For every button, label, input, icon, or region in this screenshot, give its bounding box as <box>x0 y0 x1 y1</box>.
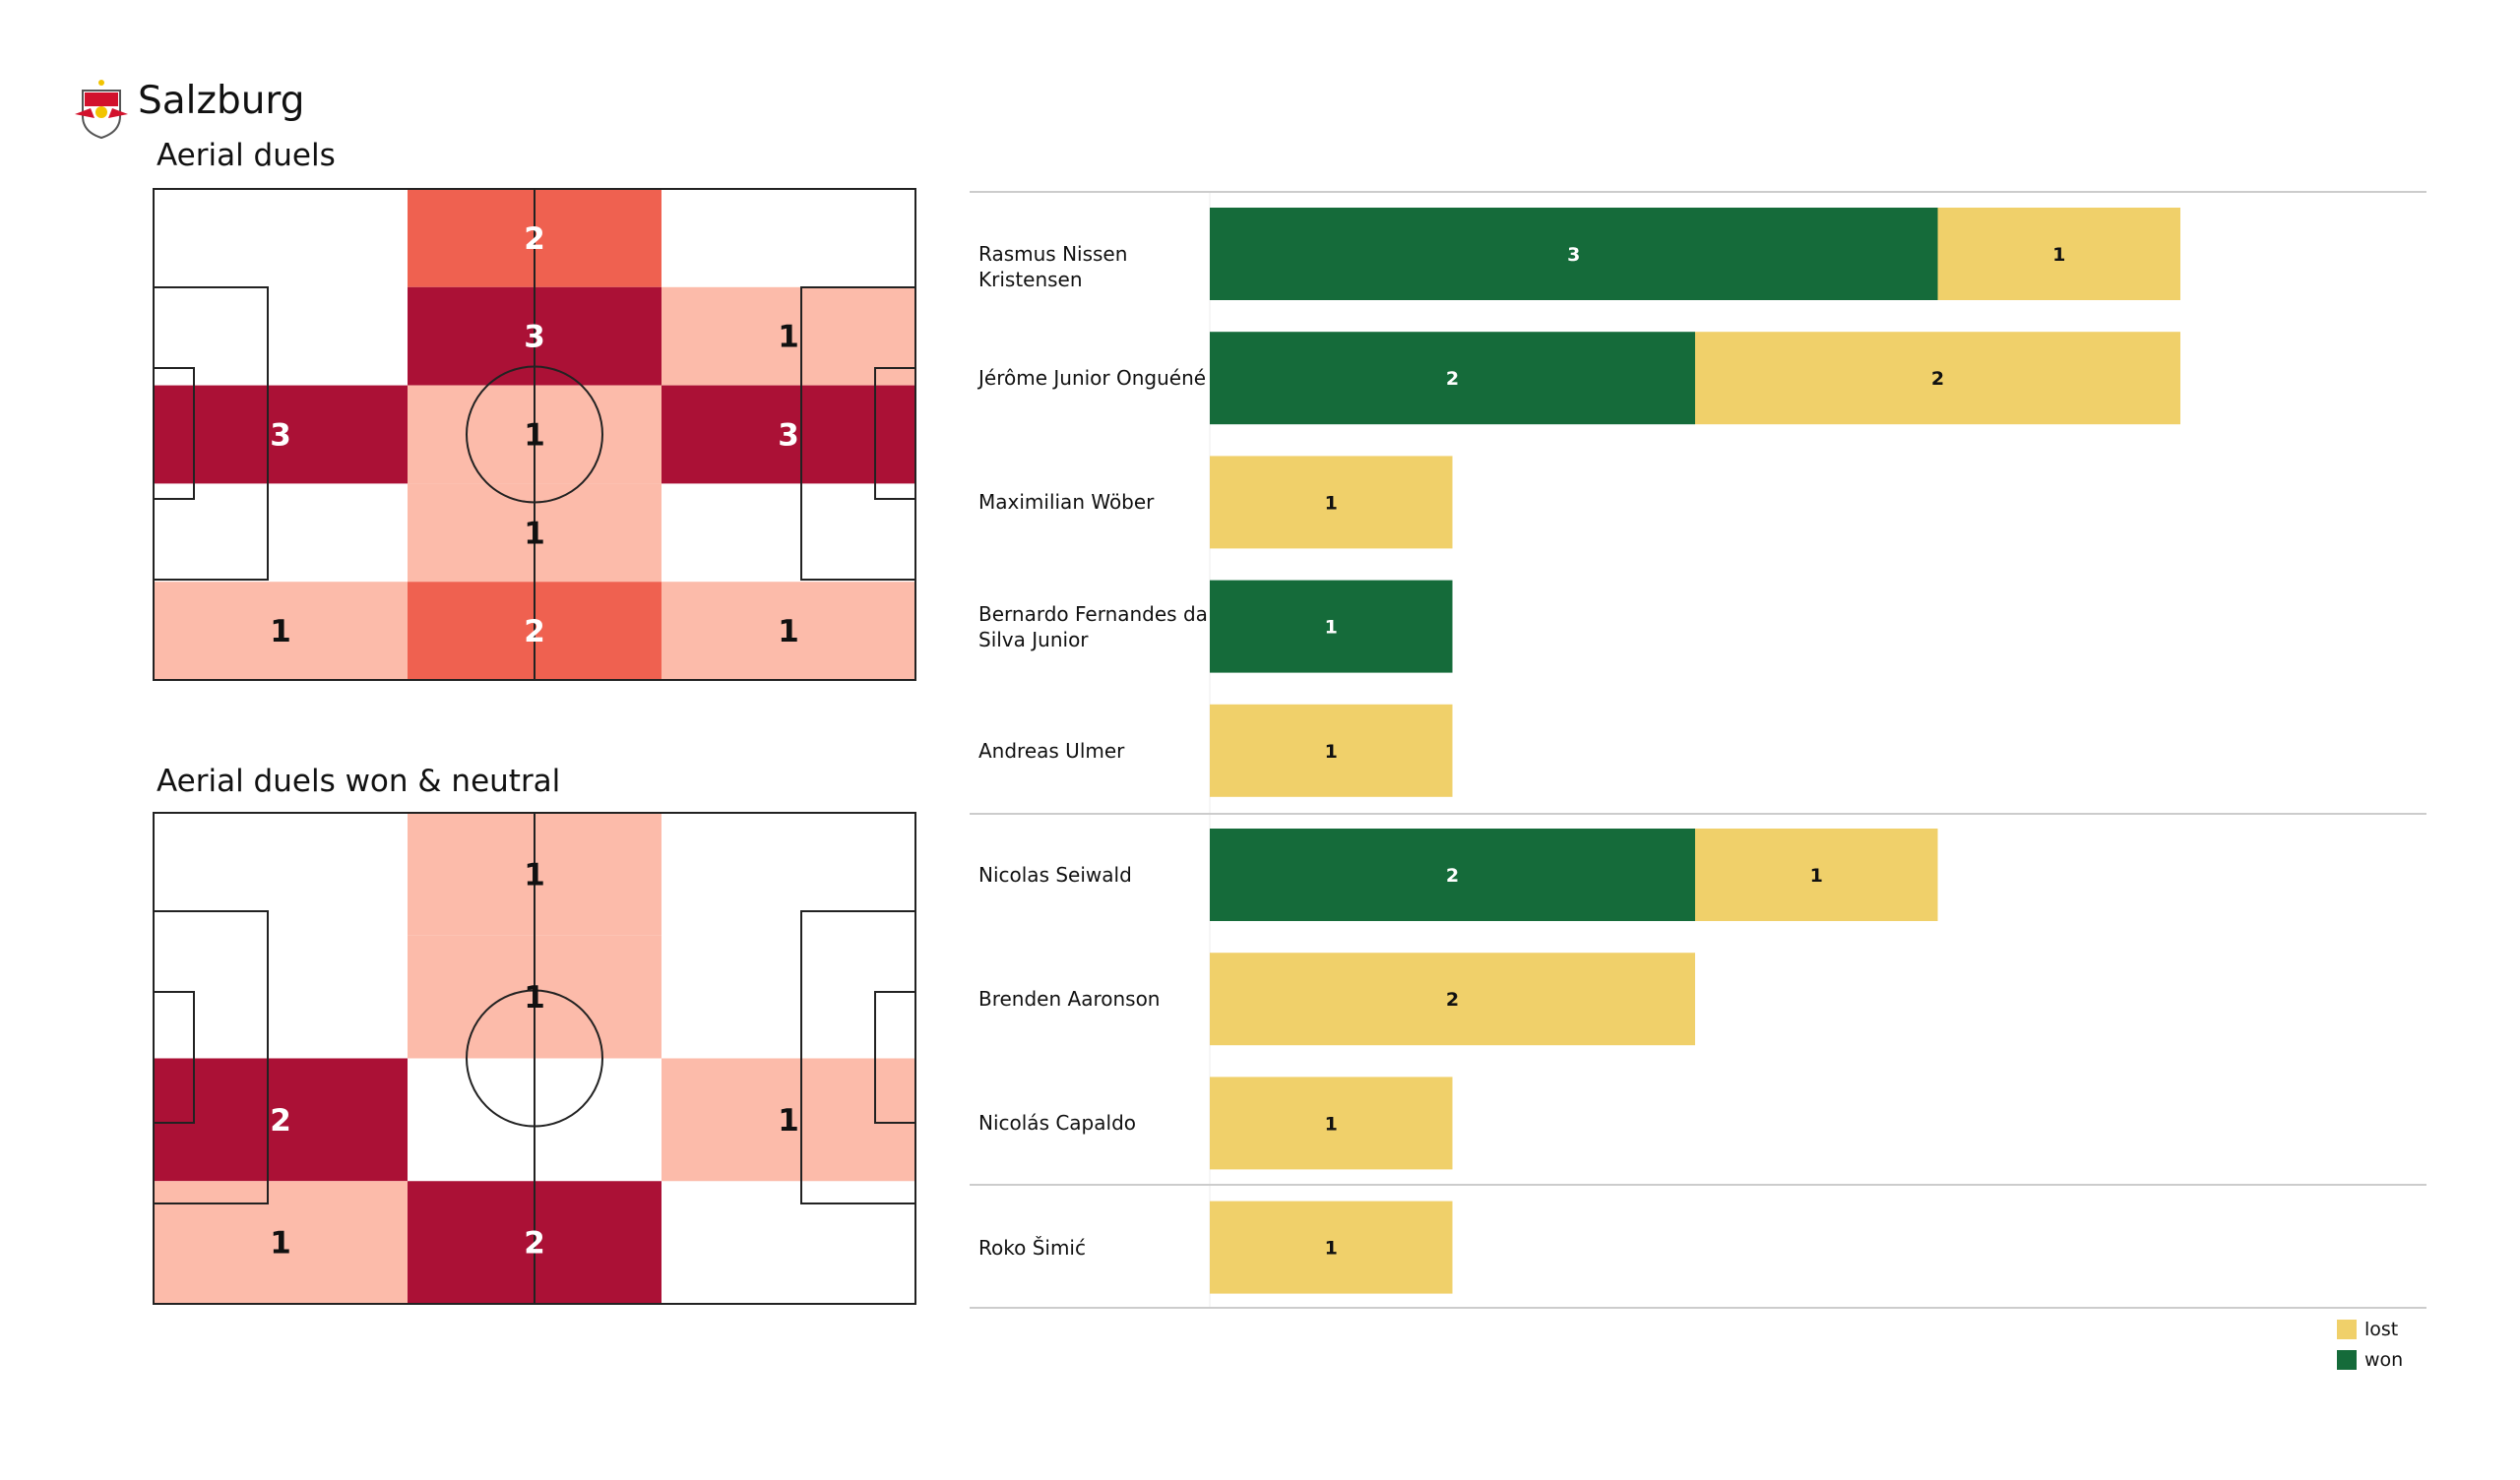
legend-lost: lost <box>2337 1319 2398 1340</box>
bar-won-value: 2 <box>1446 865 1459 887</box>
player-name-label: Rasmus Nissen Kristensen <box>978 242 1128 291</box>
player-name-label: Nicolás Capaldo <box>978 1111 1136 1136</box>
player-name-label: Andreas Ulmer <box>978 738 1125 763</box>
heatmap-cell <box>154 385 408 484</box>
heatmap-cell <box>662 385 915 484</box>
legend-lost-swatch <box>2337 1320 2357 1339</box>
bar-lost-value: 1 <box>1325 492 1338 514</box>
heatmap-cell-value: 1 <box>270 1226 291 1262</box>
heatmap-cell <box>154 1181 408 1304</box>
player-name-label: Maximilian Wöber <box>978 490 1155 515</box>
heatmap-cell <box>154 1058 408 1182</box>
heatmap-cell-value: 3 <box>778 418 799 454</box>
bar-lost <box>1210 1077 1453 1170</box>
heatmap-cell-value: 1 <box>524 418 545 454</box>
heatmap-cell-value: 3 <box>270 418 291 454</box>
bar-won-value: 3 <box>1567 244 1580 266</box>
bar-lost-value: 2 <box>1446 989 1459 1011</box>
bar-won-value: 1 <box>1325 617 1338 639</box>
bar-won <box>1210 829 1695 921</box>
bar-lost <box>1210 953 1695 1046</box>
bar-lost <box>1937 208 2180 300</box>
heatmap-cell-value: 1 <box>524 857 545 893</box>
bar-lost <box>1210 1201 1453 1294</box>
heatmap-cell-value: 1 <box>778 320 799 355</box>
heatmap-cell-value: 1 <box>778 614 799 649</box>
heatmap-cell <box>662 286 915 386</box>
legend-won-swatch <box>2337 1350 2357 1370</box>
player-name-label: Nicolas Seiwald <box>978 863 1132 887</box>
bar-lost-value: 1 <box>1325 1113 1338 1135</box>
heatmap-cell <box>662 1058 915 1182</box>
heatmap-cell-value: 1 <box>778 1103 799 1139</box>
player-name-label: Jérôme Junior Onguéné <box>978 366 1207 391</box>
pitch-heatmap-aerial-duels: 2 3 1 3 1 3 1 1 2 1 <box>153 188 916 681</box>
player-name-label: Bernardo Fernandes da Silva Junior <box>978 601 1208 651</box>
bar-won <box>1210 332 1695 425</box>
legend-lost-label: lost <box>2364 1319 2399 1340</box>
heatmap-cell-value: 2 <box>524 1226 545 1262</box>
bar-lost <box>1695 829 1938 921</box>
pitch-heatmap-aerial-duels-won-neutral: 1 1 2 1 1 2 <box>153 812 916 1305</box>
heatmap-cell-value: 1 <box>524 980 545 1016</box>
center-circle <box>466 989 603 1128</box>
six-yard-box-left <box>153 991 195 1124</box>
bar-won <box>1210 208 1938 300</box>
heatmap-cell <box>662 582 915 680</box>
bar-lost-value: 1 <box>1325 741 1338 763</box>
heatmap-title-aerial-duels: Aerial duels <box>157 138 336 173</box>
player-name-label: Brenden Aaronson <box>978 987 1161 1012</box>
heatmap-cell-value: 2 <box>524 614 545 649</box>
bar-won <box>1210 580 1453 673</box>
heatmap-cell-value: 3 <box>524 320 545 355</box>
player-name-label: Roko Šimić <box>978 1235 1086 1260</box>
heatmap-cell-value: 1 <box>270 614 291 649</box>
bar-lost-value: 1 <box>1325 1238 1338 1260</box>
heatmap-title-aerial-duels-won-neutral: Aerial duels won & neutral <box>157 764 561 799</box>
center-circle <box>466 365 603 504</box>
bar-lost <box>1210 704 1453 797</box>
bar-lost-value: 1 <box>1810 865 1823 887</box>
team-logo-icon <box>71 79 132 140</box>
heatmap-cell-value: 2 <box>524 221 545 257</box>
bar-lost <box>1210 456 1453 549</box>
team-title: Salzburg <box>138 79 305 123</box>
six-yard-box-right <box>874 367 916 500</box>
bar-won-value: 2 <box>1446 368 1459 390</box>
six-yard-box-right <box>874 991 916 1124</box>
heatmap-cell <box>154 582 408 680</box>
bar-lost-value: 2 <box>1931 368 1944 390</box>
heatmap-cell-value: 1 <box>524 516 545 551</box>
six-yard-box-left <box>153 367 195 500</box>
bar-lost <box>1695 332 2180 425</box>
legend-won-label: won <box>2364 1349 2404 1371</box>
heatmap-cell-value: 2 <box>270 1103 291 1139</box>
bar-lost-value: 1 <box>2052 244 2065 266</box>
legend-won: won <box>2337 1349 2403 1371</box>
